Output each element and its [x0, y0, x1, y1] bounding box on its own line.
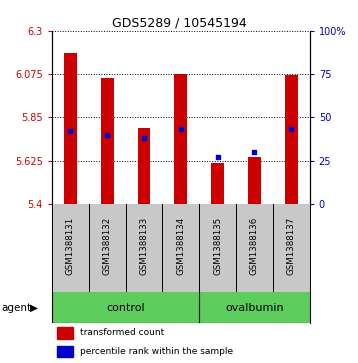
Bar — [174, 74, 187, 204]
Text: transformed count: transformed count — [80, 329, 165, 337]
Point — [215, 154, 221, 160]
Point — [178, 127, 184, 132]
Bar — [285, 75, 298, 204]
Text: GSM1388133: GSM1388133 — [140, 217, 149, 275]
Bar — [101, 78, 113, 204]
Bar — [64, 53, 77, 204]
Text: GSM1388132: GSM1388132 — [103, 217, 112, 275]
Bar — [57, 327, 73, 339]
Point — [67, 128, 73, 134]
Point — [141, 135, 147, 141]
Point — [252, 149, 257, 155]
Text: control: control — [106, 303, 145, 313]
Text: agent: agent — [2, 303, 32, 313]
Point — [289, 127, 294, 132]
Bar — [248, 157, 261, 204]
Text: GSM1388137: GSM1388137 — [287, 217, 296, 275]
Text: ▶: ▶ — [30, 303, 38, 313]
Text: GSM1388131: GSM1388131 — [66, 217, 75, 275]
Bar — [211, 163, 224, 204]
Text: percentile rank within the sample: percentile rank within the sample — [80, 347, 233, 356]
Text: GSM1388136: GSM1388136 — [250, 217, 259, 275]
Text: GSM1388134: GSM1388134 — [176, 217, 185, 275]
Text: GSM1388135: GSM1388135 — [213, 217, 222, 275]
Text: GDS5289 / 10545194: GDS5289 / 10545194 — [112, 16, 246, 29]
Bar — [57, 346, 73, 358]
Text: ovalbumin: ovalbumin — [225, 303, 284, 313]
Point — [104, 132, 110, 138]
Bar — [137, 128, 150, 204]
